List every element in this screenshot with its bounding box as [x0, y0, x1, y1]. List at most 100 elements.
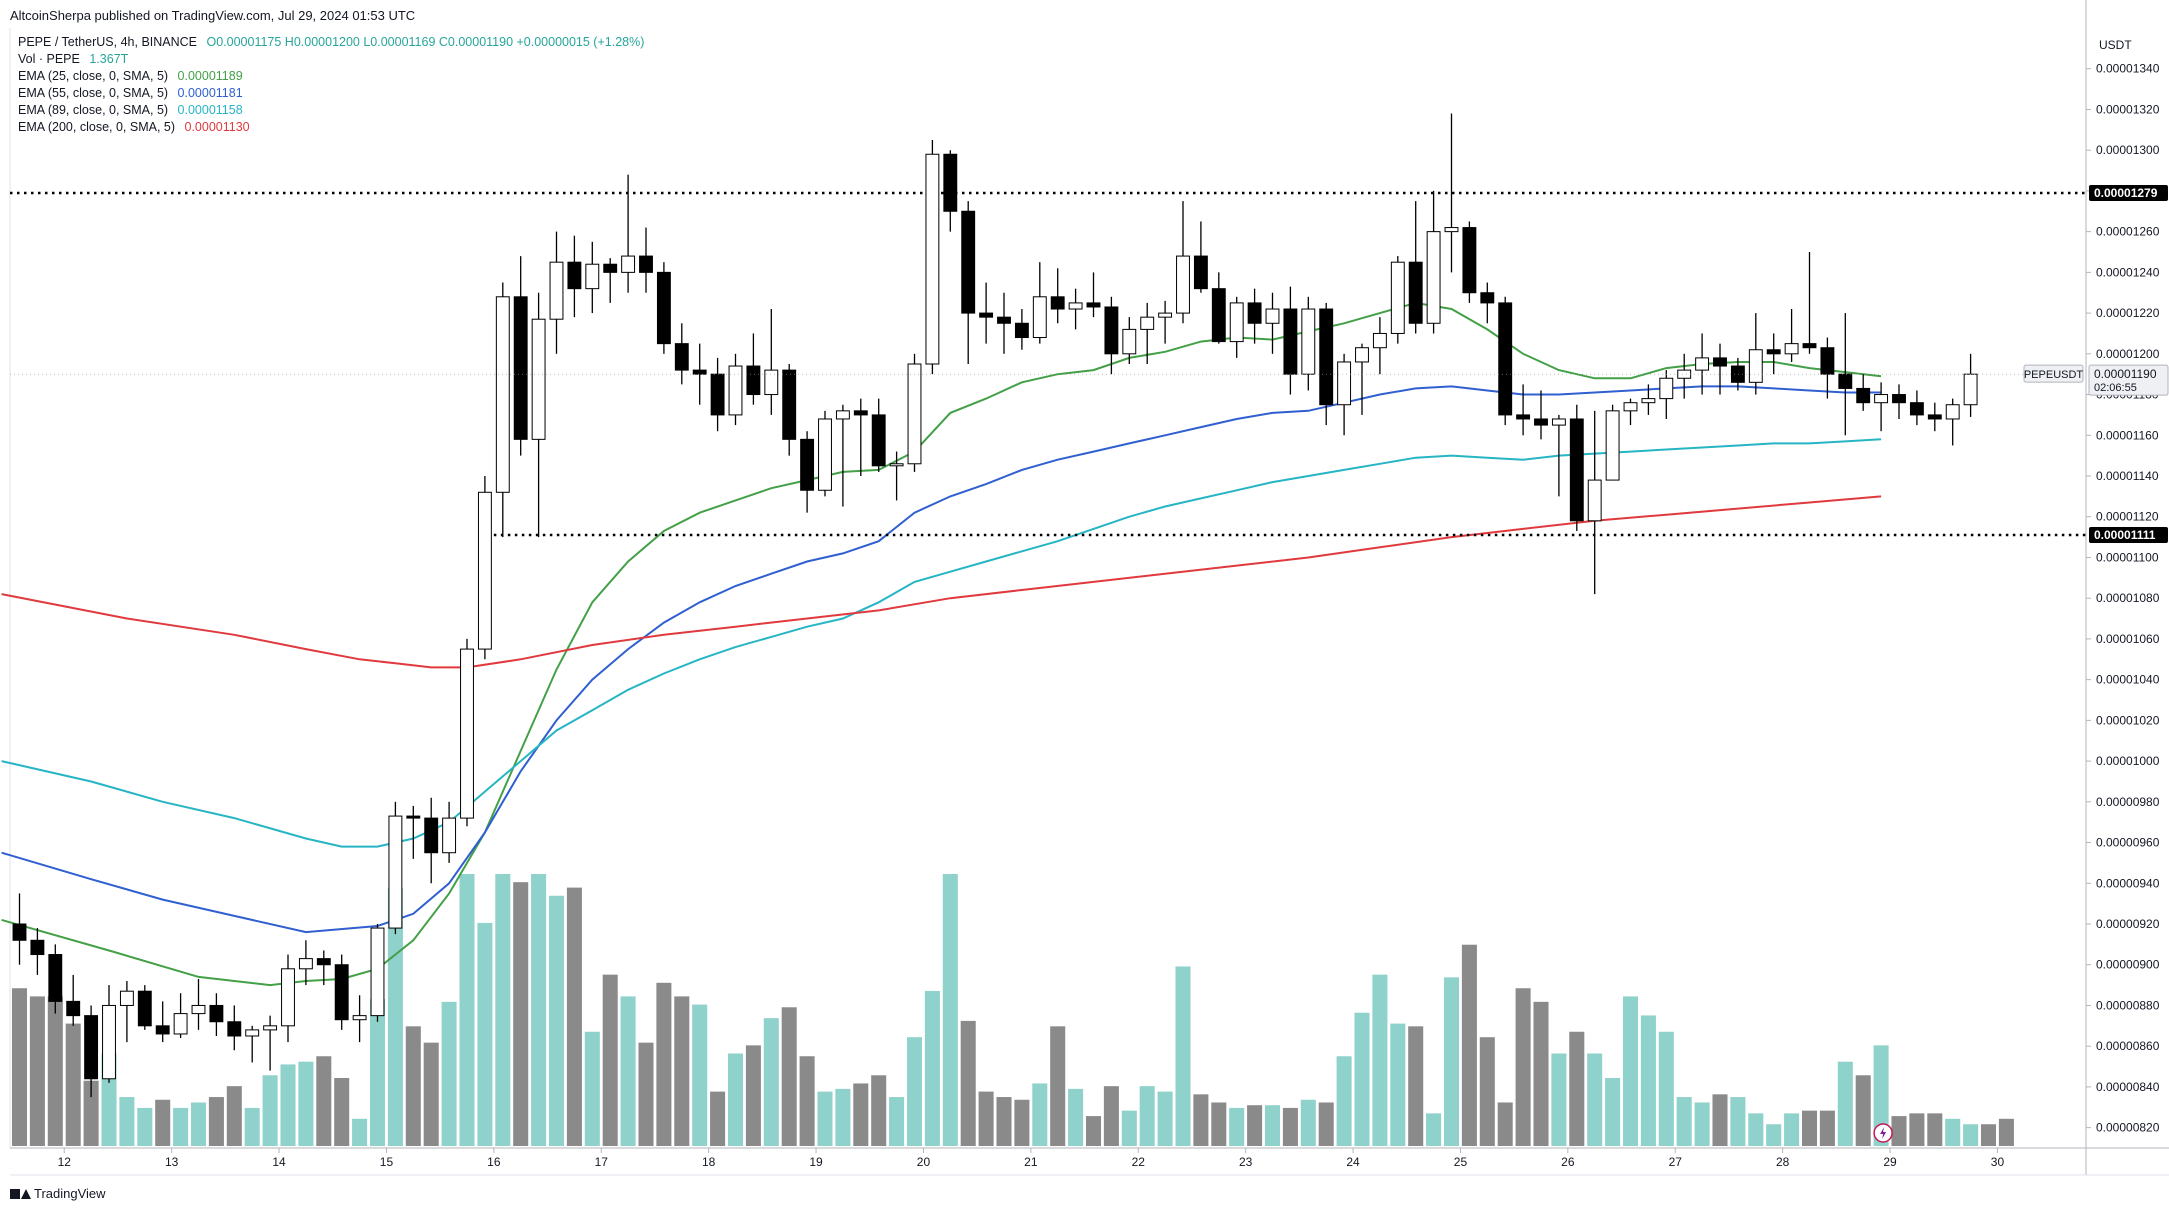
volume-bar	[602, 974, 618, 1146]
volume-bar	[1282, 1107, 1298, 1146]
candle	[513, 296, 528, 440]
volume-bar	[763, 1018, 779, 1146]
candle	[424, 817, 439, 854]
price-tick-label: 0.00000940	[2096, 876, 2160, 890]
volume-bar	[1945, 1118, 1961, 1146]
volume-bar	[1533, 1001, 1549, 1146]
candle	[1927, 414, 1942, 420]
volume-bar	[1676, 1097, 1692, 1146]
volume-bar	[47, 996, 63, 1146]
volume-bar	[1712, 1094, 1728, 1146]
price-tick-label: 0.00001040	[2096, 673, 2160, 687]
candle	[1945, 404, 1960, 420]
volume-bar	[745, 1045, 761, 1146]
last-price-tag	[2088, 364, 2169, 396]
tradingview-footer[interactable]: TradingView	[10, 1186, 106, 1201]
volume-value: 1.367T	[89, 52, 129, 66]
ema25-row[interactable]: EMA (25, close, 0, SMA, 5) 0.00001189	[18, 68, 644, 85]
volume-bar	[316, 1056, 332, 1146]
tradingview-logo-icon	[10, 1187, 31, 1201]
volume-bar	[1980, 1124, 1997, 1146]
candle	[460, 648, 474, 819]
volume-bar	[620, 996, 636, 1146]
volume-bar	[1318, 1102, 1334, 1146]
candle	[298, 958, 313, 970]
candle	[1892, 394, 1906, 404]
volume-bar	[1211, 1102, 1227, 1146]
volume-bar	[1497, 1102, 1513, 1146]
time-tick-label: 20	[917, 1155, 931, 1169]
candle	[352, 1015, 367, 1021]
candle	[227, 1021, 242, 1037]
candle	[316, 958, 331, 966]
candle	[1050, 296, 1065, 310]
volume-bar	[1748, 1113, 1764, 1146]
candle	[245, 1029, 260, 1037]
price-tick-label: 0.00001120	[2096, 510, 2159, 524]
candle	[30, 939, 45, 956]
time-tick-label: 18	[702, 1155, 716, 1169]
volume-bar	[1157, 1091, 1173, 1146]
volume-bar	[119, 1097, 135, 1146]
volume-bar	[280, 1064, 296, 1146]
volume-bar	[960, 1020, 976, 1146]
volume-bar	[208, 1097, 224, 1146]
candle	[1587, 479, 1602, 522]
time-tick-label: 12	[58, 1155, 72, 1169]
price-tick-label: 0.00001080	[2096, 591, 2160, 605]
volume-bar	[1175, 966, 1191, 1146]
volume-bar	[423, 1042, 439, 1146]
candle	[102, 1004, 116, 1080]
volume-bar	[1443, 977, 1460, 1146]
time-tick-label: 30	[1991, 1155, 2005, 1169]
footer-brand: TradingView	[34, 1186, 106, 1201]
volume-bar	[1766, 1124, 1782, 1146]
candle	[800, 438, 815, 491]
currency-unit[interactable]: USDT	[2099, 38, 2132, 52]
candle	[263, 1025, 278, 1031]
volume-bar	[513, 882, 529, 1146]
bar-countdown-text: 02:06:55	[2094, 382, 2137, 394]
candle	[1032, 296, 1047, 339]
candle	[1104, 306, 1119, 355]
volume-bar	[906, 1037, 923, 1146]
symbol-info[interactable]: PEPE / TetherUS, 4h, BINANCE	[18, 35, 198, 49]
ema-line	[1, 301, 1882, 987]
candle	[728, 365, 743, 416]
volume-bar	[531, 874, 547, 1146]
ema-line	[1, 495, 1882, 669]
candle	[585, 263, 600, 290]
candle	[1301, 308, 1316, 375]
candle	[1498, 302, 1513, 416]
candle	[997, 316, 1011, 324]
candle	[925, 153, 940, 365]
candle	[1086, 302, 1101, 308]
volume-bar	[1569, 1031, 1585, 1146]
candle	[442, 817, 457, 854]
candle	[1730, 365, 1745, 383]
price-tick-label: 0.00001020	[2096, 713, 2160, 727]
volume-bar	[1068, 1088, 1084, 1146]
volume-bar	[692, 1004, 708, 1146]
candle	[1748, 349, 1763, 383]
ema55-row[interactable]: EMA (55, close, 0, SMA, 5) 0.00001181	[18, 85, 644, 102]
volume-bar	[137, 1107, 153, 1146]
volume-bar	[369, 999, 386, 1146]
time-tick-label: 27	[1669, 1155, 1683, 1169]
ema200-row[interactable]: EMA (200, close, 0, SMA, 5) 0.00001130	[18, 119, 644, 136]
ema89-row[interactable]: EMA (89, close, 0, SMA, 5) 0.00001158	[18, 102, 644, 119]
candle	[1372, 332, 1387, 349]
volume-bar	[817, 1091, 833, 1146]
volume-bar	[835, 1088, 851, 1146]
volume-bar	[1085, 1116, 1102, 1146]
volume-bar	[1801, 1110, 1818, 1146]
volume-row[interactable]: Vol · PEPE 1.367T	[18, 51, 644, 68]
candle	[1176, 255, 1190, 314]
time-tick-label: 25	[1454, 1155, 1468, 1169]
price-tick-label: 0.00001160	[2096, 428, 2159, 442]
candle	[1963, 373, 1978, 406]
lightning-bolt-icon	[1880, 1127, 1887, 1139]
candle	[1211, 288, 1226, 343]
candle	[889, 463, 904, 467]
